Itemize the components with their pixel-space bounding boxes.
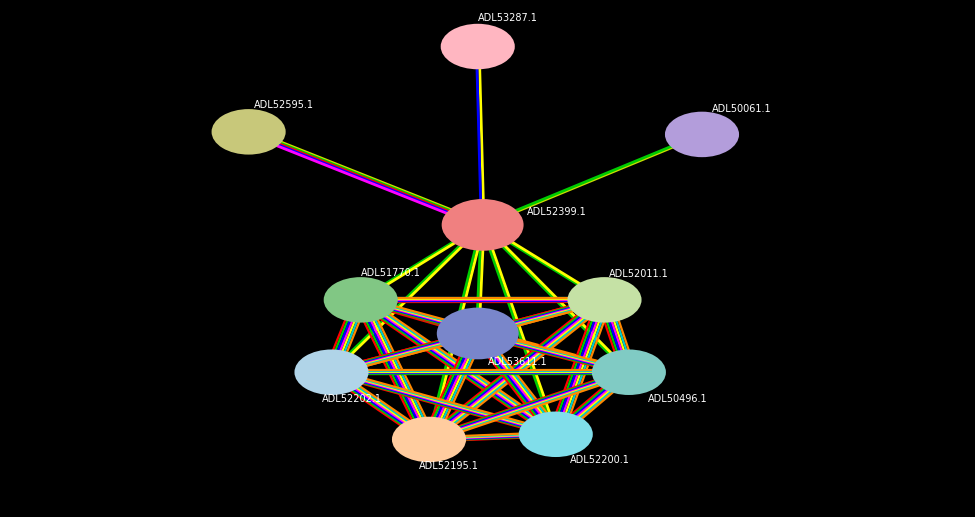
Ellipse shape [519,412,593,457]
Text: ADL53611.1: ADL53611.1 [488,357,547,367]
Text: ADL51770.1: ADL51770.1 [361,268,420,278]
Ellipse shape [294,349,369,395]
Text: ADL53287.1: ADL53287.1 [478,13,537,23]
Ellipse shape [442,199,524,251]
Text: ADL52595.1: ADL52595.1 [254,100,314,110]
Text: ADL50496.1: ADL50496.1 [648,394,708,404]
Ellipse shape [592,349,666,395]
Text: ADL52011.1: ADL52011.1 [609,269,669,279]
Ellipse shape [212,109,286,155]
Ellipse shape [665,112,739,157]
Text: ADL50061.1: ADL50061.1 [712,103,771,114]
Text: ADL52195.1: ADL52195.1 [419,461,479,472]
Ellipse shape [324,277,398,323]
Text: ADL52200.1: ADL52200.1 [570,455,630,465]
Ellipse shape [392,417,466,462]
Text: ADL52399.1: ADL52399.1 [526,207,586,217]
Text: ADL52202.1: ADL52202.1 [322,394,382,404]
Ellipse shape [441,24,515,69]
Ellipse shape [567,277,642,323]
Ellipse shape [437,308,519,359]
